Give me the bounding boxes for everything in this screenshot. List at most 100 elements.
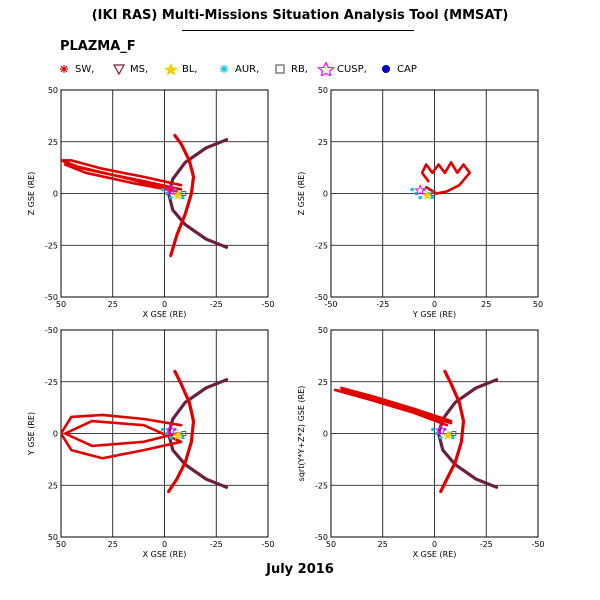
y-axis-label: Z GSE (RE) (27, 172, 36, 216)
title-underline (182, 30, 414, 31)
y-tick-label: 50 (48, 86, 58, 95)
series-orbit (61, 413, 183, 460)
x-tick-label: -25 (480, 540, 493, 549)
x-axis-label: X GSE (RE) (413, 550, 457, 559)
marker-aur (169, 435, 173, 440)
x-tick-label: -25 (210, 540, 223, 549)
marker-aur (161, 187, 165, 192)
marker-aur (439, 435, 443, 440)
marker-rb (430, 191, 436, 196)
asterisk-icon (220, 65, 228, 73)
y-tick-label: -50 (315, 533, 328, 542)
x-axis-label: X GSE (RE) (143, 550, 187, 559)
series-bow-shock (169, 133, 196, 258)
asterisk-icon (60, 65, 68, 73)
series-orbit (333, 386, 453, 427)
marker-star (172, 190, 183, 200)
marker-star (422, 190, 433, 200)
x-tick-label: 0 (432, 300, 437, 309)
chart-title: (IKI RAS) Multi-Missions Situation Analy… (91, 8, 509, 23)
y-tick-label: 25 (318, 378, 328, 387)
y-tick-label: 25 (48, 138, 58, 147)
y-tick-label: 50 (318, 86, 328, 95)
star-open-icon (317, 62, 335, 76)
series-orbit (420, 161, 471, 195)
legend-item-ms: MS, (110, 60, 148, 78)
marker-aur (161, 427, 165, 432)
x-tick-label: 50 (56, 540, 66, 549)
y-tick-label: -50 (45, 326, 58, 335)
marker-aur (451, 435, 455, 440)
x-tick-label: -50 (531, 540, 544, 549)
legend-item-cap: CAP (377, 60, 417, 78)
marker-rb (181, 431, 187, 436)
x-tick-label: 0 (162, 300, 167, 309)
legend-label-rb: RB, (291, 63, 308, 75)
marker-star (164, 184, 177, 196)
panel-bottom-left: 50 25 0 -25 -50 -50 -25 0 25 50 X GSE (RE) Y GSE (R… (27, 326, 275, 559)
legend: SW, MS, BL, AUR, RB, CUSP, CAP (55, 60, 595, 80)
y-tick-label: 0 (323, 430, 328, 439)
panel-top-right: -50 -25 0 25 50 50 25 0 -25 -50 Y GSE (RE) Z GSE (R… (297, 86, 543, 319)
y-tick-label: -50 (315, 293, 328, 302)
x-tick-label: -50 (261, 540, 274, 549)
circle-filled-icon (382, 65, 390, 73)
legend-label-sw: SW, (75, 63, 95, 75)
marker-star (164, 424, 177, 436)
legend-label-bl: BL, (182, 63, 198, 75)
legend-item-bl: BL, (162, 60, 198, 78)
marker-rb (451, 431, 457, 436)
x-tick-label: 50 (56, 300, 66, 309)
marker-aur (431, 427, 435, 432)
legend-label-aur: AUR, (235, 63, 260, 75)
series-bow-shock (439, 369, 466, 494)
triangle-down-icon (112, 64, 126, 76)
marker-rb (181, 191, 187, 196)
x-tick-label: 25 (108, 300, 118, 309)
chart-subtitle: PLAZMA_F (60, 39, 136, 54)
marker-star (172, 430, 183, 440)
legend-label-cusp: CUSP, (337, 63, 367, 75)
legend-item-cusp: CUSP, (317, 60, 367, 78)
x-tick-label: 25 (108, 540, 118, 549)
legend-label-ms: MS, (130, 63, 149, 75)
marker-aur (181, 435, 185, 440)
y-axis-label: Y GSE (RE) (27, 412, 36, 456)
x-axis-label: Y GSE (RE) (412, 310, 456, 319)
chart-footer-date: July 2016 (266, 562, 334, 577)
y-axis-label: sqrt(Y*Y+Z*Z) GSE (RE) (297, 386, 306, 482)
legend-item-rb: RB, (271, 60, 308, 78)
y-tick-label: 50 (318, 326, 328, 335)
y-tick-label: 0 (323, 190, 328, 199)
marker-aur (418, 195, 422, 200)
y-tick-label: -25 (45, 378, 58, 387)
legend-item-aur: AUR, (215, 60, 259, 78)
plot-frame (330, 89, 539, 298)
x-tick-label: -50 (324, 300, 337, 309)
series-orbit (61, 159, 183, 193)
x-axis-label: X GSE (RE) (143, 310, 187, 319)
legend-item-sw: SW, (55, 60, 94, 78)
y-tick-label: -50 (45, 293, 58, 302)
y-tick-label: 0 (53, 430, 58, 439)
y-tick-label: -25 (315, 481, 328, 490)
x-tick-label: -25 (210, 300, 223, 309)
marker-star (414, 184, 427, 196)
plot-frame (60, 89, 269, 298)
x-tick-label: -25 (376, 300, 389, 309)
x-tick-label: -50 (261, 300, 274, 309)
y-tick-label: 25 (48, 481, 58, 490)
y-axis-label: Z GSE (RE) (297, 172, 306, 216)
marker-aur (169, 195, 173, 200)
y-tick-label: 25 (318, 138, 328, 147)
x-tick-label: 50 (326, 540, 336, 549)
marker-star (434, 424, 447, 436)
legend-label-cap: CAP (397, 63, 417, 75)
star-icon (164, 63, 178, 76)
marker-aur (410, 187, 414, 192)
marker-star (442, 430, 453, 440)
x-tick-label: 25 (378, 540, 388, 549)
